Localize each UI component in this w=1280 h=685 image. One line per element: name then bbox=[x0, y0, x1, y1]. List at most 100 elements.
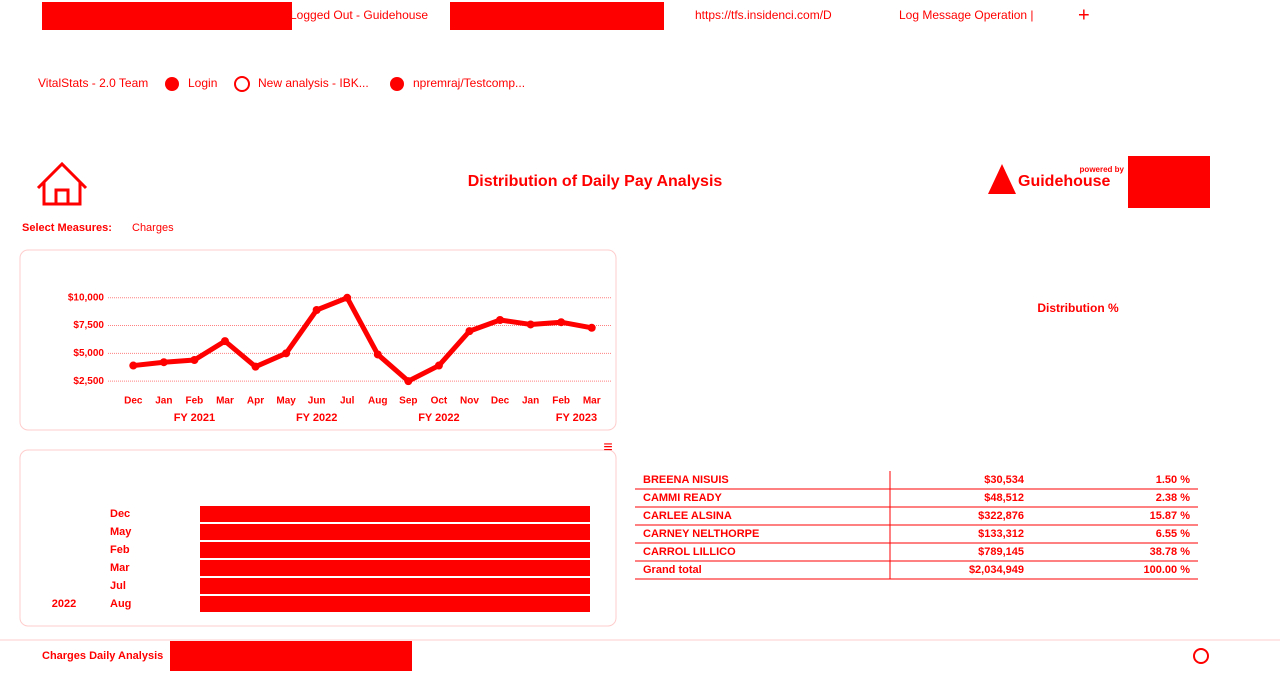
x-group-label: FY 2021 bbox=[174, 412, 215, 424]
bar bbox=[200, 542, 590, 558]
line-series bbox=[133, 295, 593, 384]
y-tick-label: $7,500 bbox=[73, 320, 104, 331]
y-tick-label: $2,500 bbox=[73, 376, 104, 387]
tab-active[interactable] bbox=[42, 2, 292, 30]
measure-label: Select Measures: bbox=[22, 222, 112, 234]
table-cell: CARROL LILLICO bbox=[643, 546, 736, 558]
table-cell: Grand total bbox=[643, 564, 702, 576]
tab[interactable]: Log Message Operation | bbox=[899, 8, 1034, 22]
bars-panel bbox=[19, 449, 617, 627]
x-tick-label: Jul bbox=[340, 396, 355, 407]
table-cell: 15.87 % bbox=[1150, 510, 1191, 522]
x-tick-label: Feb bbox=[552, 396, 570, 407]
table-cell: $2,034,949 bbox=[969, 564, 1024, 576]
home-icon[interactable] bbox=[36, 161, 88, 206]
table-cell: $789,145 bbox=[978, 546, 1024, 558]
bookmark-icon bbox=[234, 76, 250, 92]
x-group-label: FY 2022 bbox=[418, 412, 459, 424]
bar-label: Mar bbox=[110, 562, 130, 574]
x-tick-label: Nov bbox=[460, 396, 479, 407]
point bbox=[251, 362, 260, 371]
bar-label: May bbox=[110, 526, 132, 538]
chart-panel bbox=[19, 249, 617, 431]
point bbox=[496, 316, 505, 324]
bar bbox=[200, 506, 590, 522]
logo-box bbox=[1128, 156, 1210, 208]
point bbox=[465, 327, 474, 336]
x-tick-label: Feb bbox=[186, 396, 204, 407]
bar-label: Jul bbox=[110, 580, 126, 592]
point bbox=[220, 337, 229, 346]
globe-icon[interactable] bbox=[1193, 648, 1209, 664]
table-cell: BREENA NISUIS bbox=[643, 474, 729, 486]
x-tick-label: Dec bbox=[491, 396, 510, 407]
x-tick-label: Jan bbox=[155, 396, 172, 407]
menu-icon[interactable]: ≡ bbox=[603, 439, 612, 456]
table-cell: 6.55 % bbox=[1156, 528, 1190, 540]
table-cell: 38.78 % bbox=[1150, 546, 1191, 558]
y-tick-label: $5,000 bbox=[73, 348, 104, 359]
bookmark-icon bbox=[390, 77, 404, 91]
table-cell: 1.50 % bbox=[1156, 474, 1190, 486]
table-cell: 2.38 % bbox=[1156, 492, 1190, 504]
tab[interactable]: https://tfs.insidenci.com/D bbox=[695, 8, 832, 22]
x-tick-label: Oct bbox=[431, 396, 448, 407]
logo-mark bbox=[988, 164, 1016, 194]
bar-label: Aug bbox=[110, 598, 131, 610]
new-tab[interactable]: + bbox=[1078, 4, 1090, 26]
table-cell: 100.00 % bbox=[1144, 564, 1191, 576]
bar bbox=[200, 560, 590, 576]
bar-label: Feb bbox=[110, 544, 130, 556]
point bbox=[434, 361, 443, 370]
bar-year: 2022 bbox=[52, 598, 76, 610]
table-cell: $30,534 bbox=[984, 474, 1025, 486]
x-tick-label: Mar bbox=[583, 396, 601, 407]
bookmark[interactable]: VitalStats - 2.0 Team bbox=[38, 76, 148, 90]
bookmark[interactable]: Login bbox=[188, 76, 217, 90]
point bbox=[159, 358, 168, 367]
x-tick-label: Jan bbox=[522, 396, 539, 407]
x-tick-label: Dec bbox=[124, 396, 143, 407]
bookmark[interactable]: New analysis - IBK... bbox=[258, 76, 369, 90]
table-cell: $48,512 bbox=[984, 492, 1024, 504]
table-cell: CARLEE ALSINA bbox=[643, 510, 732, 522]
point bbox=[312, 306, 321, 314]
point bbox=[282, 349, 291, 358]
x-tick-label: Sep bbox=[399, 396, 417, 407]
tab-active[interactable] bbox=[450, 2, 664, 30]
x-tick-label: Mar bbox=[216, 396, 234, 407]
point bbox=[526, 320, 535, 329]
x-tick-label: Jun bbox=[308, 396, 326, 407]
sheet-tab-active[interactable] bbox=[170, 641, 412, 671]
y-tick-label: $10,000 bbox=[68, 292, 105, 303]
sheet-tab[interactable]: Charges Daily Analysis bbox=[42, 650, 163, 662]
point bbox=[557, 318, 566, 327]
x-group-label: FY 2023 bbox=[556, 412, 597, 424]
bar-label: Dec bbox=[110, 508, 130, 520]
table-cell: CAMMI READY bbox=[643, 492, 722, 504]
bar bbox=[200, 578, 590, 594]
point bbox=[190, 356, 199, 364]
logo-caption: powered by bbox=[1080, 165, 1125, 174]
point bbox=[373, 350, 382, 359]
dashboard-title: Distribution of Daily Pay Analysis bbox=[468, 173, 723, 190]
measure-select[interactable]: Charges bbox=[132, 222, 174, 234]
bar bbox=[200, 524, 590, 540]
x-tick-label: May bbox=[276, 396, 296, 407]
bookmark[interactable]: npremraj/Testcomp... bbox=[413, 76, 525, 90]
point bbox=[129, 361, 138, 370]
point bbox=[343, 293, 352, 302]
table-cell: $133,312 bbox=[978, 528, 1024, 540]
table-cell: $322,876 bbox=[978, 510, 1024, 522]
tab[interactable]: Logged Out - Guidehouse bbox=[290, 8, 428, 22]
point bbox=[404, 377, 413, 386]
table-header: Distribution % bbox=[1037, 301, 1119, 315]
bar bbox=[200, 596, 590, 612]
x-tick-label: Apr bbox=[247, 396, 264, 407]
bookmark-icon bbox=[165, 77, 179, 91]
x-group-label: FY 2022 bbox=[296, 412, 337, 424]
x-tick-label: Aug bbox=[368, 396, 387, 407]
point bbox=[587, 323, 596, 332]
